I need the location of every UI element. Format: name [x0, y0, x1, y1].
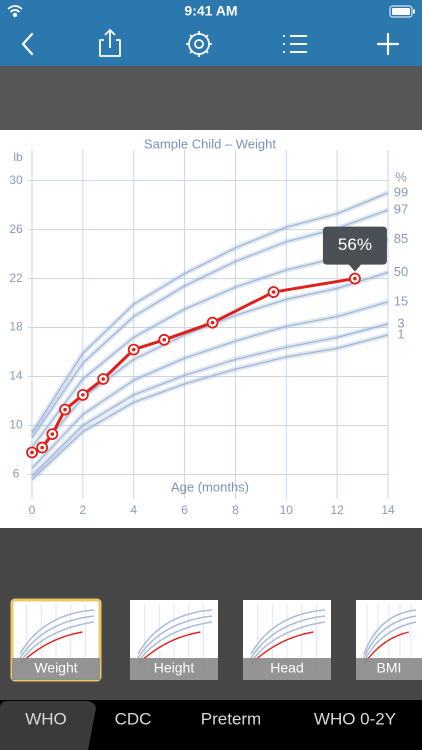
- list-button[interactable]: [283, 35, 307, 53]
- thumbnail-caption-bg: [12, 658, 100, 680]
- data-point-dot: [210, 320, 215, 325]
- tabs: WHO CDC Preterm WHO 0-2Y: [25, 709, 396, 728]
- thumbnail-label: BMI: [377, 660, 402, 676]
- thumbnail-curve: [250, 615, 326, 659]
- x-tick-label: 6: [181, 503, 188, 517]
- thumbnail-curve: [137, 621, 213, 663]
- top-bar: [0, 0, 422, 66]
- wifi-icon: [7, 5, 23, 18]
- percentile-label: 99: [394, 184, 408, 199]
- tab-label[interactable]: WHO 0-2Y: [314, 709, 396, 728]
- selected-tab: [0, 701, 96, 750]
- y-tick-label: 22: [9, 271, 23, 285]
- y-tick-label: 14: [9, 369, 23, 383]
- thumbnail-curve: [250, 621, 326, 663]
- thumbnail-curve: [363, 621, 417, 663]
- percentile-curve: [31, 334, 389, 480]
- data-point-dot: [50, 432, 55, 436]
- share-button[interactable]: [99, 29, 121, 57]
- tab-label[interactable]: Preterm: [201, 709, 261, 728]
- battery-icon: [389, 5, 415, 18]
- settings-button[interactable]: [186, 31, 212, 57]
- data-point-dot: [353, 276, 357, 281]
- thumbnail[interactable]: Height: [130, 600, 218, 680]
- thumbnail-curve: [250, 609, 326, 655]
- thumbnail-curve: [19, 609, 95, 655]
- status-time: 9:41 AM: [184, 3, 237, 19]
- data-point-dot: [131, 347, 136, 352]
- thumbnail-curve: [19, 615, 95, 659]
- back-button[interactable]: [21, 32, 34, 56]
- data-point-dot: [30, 450, 34, 455]
- y-axis-label: lb: [13, 150, 23, 164]
- percentile-curve: [31, 323, 389, 477]
- thumbnail-curve: [137, 615, 213, 659]
- chart-panel: [0, 130, 422, 528]
- y-tick-label: 30: [9, 173, 23, 187]
- data-point-dot: [101, 377, 105, 381]
- y-tick-label: 26: [9, 222, 23, 236]
- add-button[interactable]: [376, 32, 400, 56]
- x-axis-label: Age (months): [171, 479, 249, 494]
- thumbnail[interactable]: Head: [243, 600, 331, 680]
- callout-text: 56%: [338, 235, 372, 254]
- data-point-dot: [81, 393, 85, 397]
- header-gap: [0, 66, 422, 130]
- x-tick-label: 10: [280, 503, 294, 517]
- data-point-dot: [162, 338, 167, 342]
- y-tick-label: 6: [13, 467, 20, 481]
- percentile-label: 85: [394, 231, 408, 246]
- x-tick-label: 8: [232, 503, 239, 517]
- data-point-dot: [40, 445, 44, 450]
- thumbnail-curve: [137, 609, 213, 655]
- thumbnail[interactable]: BMI: [356, 600, 422, 680]
- percentile-label: 50: [394, 264, 408, 279]
- percentile-label: 15: [394, 293, 408, 308]
- thumbnail-label: Weight: [34, 660, 77, 676]
- data-point-dot: [271, 290, 276, 294]
- thumbnail-label: Height: [154, 660, 195, 676]
- tab-label[interactable]: WHO: [25, 709, 67, 728]
- percentile-curve: [31, 301, 389, 469]
- thumbnail-label: Head: [270, 660, 303, 676]
- x-tick-label: 0: [29, 503, 36, 517]
- x-tick-label: 14: [381, 503, 395, 517]
- thumbnail-caption-bg: [243, 658, 331, 680]
- callout-bubble: [322, 226, 387, 272]
- y-tick-label: 18: [9, 320, 23, 334]
- x-tick-label: 2: [80, 503, 87, 517]
- y-tick-label: 10: [9, 418, 23, 432]
- thumbnail-curve: [363, 615, 417, 659]
- data-point-dot: [63, 407, 67, 412]
- percentile-header: %: [395, 169, 407, 184]
- percentile-label: 3: [397, 315, 404, 330]
- x-tick-label: 4: [130, 503, 137, 517]
- thumbnail-curve: [19, 621, 95, 663]
- percentile-curve: [31, 192, 389, 434]
- chart-title: Sample Child – Weight: [144, 136, 276, 151]
- percentile-label: 1: [397, 326, 404, 341]
- percentile-label: 97: [394, 201, 408, 216]
- chart: 6 10 14 18 22 26 30 0 2 4 6 8 10 12 14 99 97 85 50 15 31 56%: [9, 150, 408, 517]
- thumbnail-curve: [363, 609, 417, 655]
- thumbnail[interactable]: Weight: [10, 598, 102, 682]
- x-tick-label: 12: [330, 503, 344, 517]
- thumbnail-caption-bg: [356, 658, 422, 680]
- tab-label[interactable]: CDC: [115, 709, 152, 728]
- thumbnail-caption-bg: [130, 658, 218, 680]
- thumbnails: Weight Height Head BMI: [10, 598, 422, 682]
